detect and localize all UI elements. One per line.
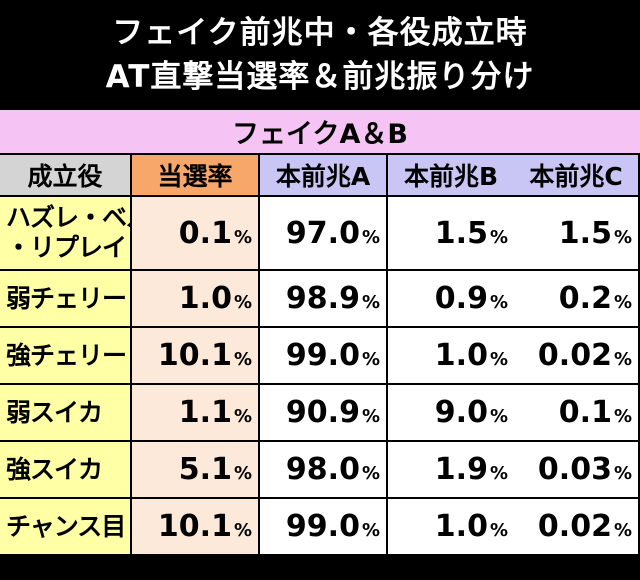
percent-sign: % — [613, 292, 632, 313]
percent-sign: % — [233, 292, 252, 313]
percent-sign: % — [613, 406, 632, 427]
header-prefix-b: 本前兆B — [388, 155, 514, 197]
percent-sign: % — [489, 463, 508, 484]
win-rate-cell: 1.0% — [132, 271, 260, 328]
group-header: フェイクA＆B — [0, 110, 640, 155]
prefix-a-cell: 97.0% — [260, 197, 388, 271]
prefix-a-value: 97.0 — [285, 215, 360, 251]
prefix-b-value: 1.0 — [434, 509, 488, 544]
percent-sign: % — [613, 520, 632, 541]
percent-sign: % — [613, 226, 632, 248]
percent-sign: % — [233, 520, 252, 541]
percent-sign: % — [361, 349, 380, 370]
percent-sign: % — [233, 406, 252, 427]
percent-sign: % — [233, 349, 252, 370]
percent-sign: % — [361, 463, 380, 484]
percent-sign: % — [233, 463, 252, 484]
win-rate-value: 1.1 — [178, 395, 232, 430]
prefix-a-value: 98.0 — [285, 452, 360, 487]
prefix-c-cell: 0.02% — [514, 499, 640, 556]
prefix-a-cell: 98.0% — [260, 442, 388, 499]
prefix-b-cell: 1.5% — [388, 197, 514, 271]
prefix-a-value: 90.9 — [285, 395, 360, 430]
prefix-b-value: 1.5 — [434, 215, 488, 251]
prefix-a-value: 98.9 — [285, 281, 360, 316]
header-prefix-a: 本前兆A — [260, 155, 388, 197]
header-role: 成立役 — [0, 155, 132, 197]
role-cell: 強チェリー — [0, 328, 132, 385]
win-rate-value: 10.1 — [157, 338, 232, 373]
prefix-c-value: 0.2 — [558, 281, 612, 316]
win-rate-cell: 0.1% — [132, 197, 260, 271]
percent-sign: % — [489, 349, 508, 370]
percent-sign: % — [361, 406, 380, 427]
win-rate-cell: 10.1% — [132, 328, 260, 385]
prefix-b-value: 1.9 — [434, 452, 488, 487]
prefix-c-value: 0.1 — [558, 395, 612, 430]
prefix-c-cell: 1.5% — [514, 197, 640, 271]
percent-sign: % — [489, 226, 508, 248]
prefix-b-value: 1.0 — [434, 338, 488, 373]
prefix-c-value: 0.03 — [537, 452, 612, 487]
win-rate-cell: 10.1% — [132, 499, 260, 556]
percent-sign: % — [613, 349, 632, 370]
prefix-c-value: 1.5 — [558, 215, 612, 251]
role-label-line-2: ・リプレイ — [6, 233, 127, 262]
prefix-b-cell: 1.0% — [388, 328, 514, 385]
role-cell: チャンス目 — [0, 499, 132, 556]
prefix-a-value: 99.0 — [285, 509, 360, 544]
role-label-line-1: ハズレ・ベル — [6, 203, 130, 232]
prefix-c-cell: 0.1% — [514, 385, 640, 442]
prefix-b-cell: 1.0% — [388, 499, 514, 556]
win-rate-value: 1.0 — [178, 281, 232, 316]
win-rate-value: 0.1 — [178, 215, 232, 251]
prefix-c-cell: 0.2% — [514, 271, 640, 328]
page-title: フェイク前兆中・各役成立時 AT直撃当選率＆前兆振り分け — [0, 0, 640, 110]
header-win-rate: 当選率 — [132, 155, 260, 197]
prefix-b-cell: 9.0% — [388, 385, 514, 442]
percent-sign: % — [361, 292, 380, 313]
percent-sign: % — [361, 520, 380, 541]
percent-sign: % — [489, 406, 508, 427]
percent-sign: % — [613, 463, 632, 484]
prefix-b-value: 9.0 — [434, 395, 488, 430]
win-rate-cell: 5.1% — [132, 442, 260, 499]
prefix-b-value: 0.9 — [434, 281, 488, 316]
prefix-c-cell: 0.03% — [514, 442, 640, 499]
role-cell: 弱チェリー — [0, 271, 132, 328]
prefix-c-value: 0.02 — [537, 338, 612, 373]
prefix-b-cell: 0.9% — [388, 271, 514, 328]
prefix-b-cell: 1.9% — [388, 442, 514, 499]
header-prefix-c: 本前兆C — [514, 155, 640, 197]
percent-sign: % — [489, 292, 508, 313]
title-line-2: AT直撃当選率＆前兆振り分け — [105, 59, 535, 95]
win-rate-value: 5.1 — [178, 452, 232, 487]
percent-sign: % — [361, 226, 380, 248]
prefix-a-cell: 99.0% — [260, 328, 388, 385]
title-line-1: フェイク前兆中・各役成立時 — [112, 15, 528, 51]
odds-table: フェイクA＆B 成立役 当選率 本前兆A 本前兆B 本前兆C ハズレ・ベル ・リ… — [0, 110, 640, 580]
prefix-a-cell: 98.9% — [260, 271, 388, 328]
win-rate-value: 10.1 — [157, 509, 232, 544]
role-cell: 強スイカ — [0, 442, 132, 499]
win-rate-cell: 1.1% — [132, 385, 260, 442]
percent-sign: % — [233, 226, 252, 248]
prefix-a-cell: 90.9% — [260, 385, 388, 442]
prefix-c-value: 0.02 — [537, 509, 612, 544]
prefix-c-cell: 0.02% — [514, 328, 640, 385]
prefix-a-value: 99.0 — [285, 338, 360, 373]
role-cell: 弱スイカ — [0, 385, 132, 442]
percent-sign: % — [489, 520, 508, 541]
prefix-a-cell: 99.0% — [260, 499, 388, 556]
role-cell: ハズレ・ベル ・リプレイ — [0, 197, 132, 271]
